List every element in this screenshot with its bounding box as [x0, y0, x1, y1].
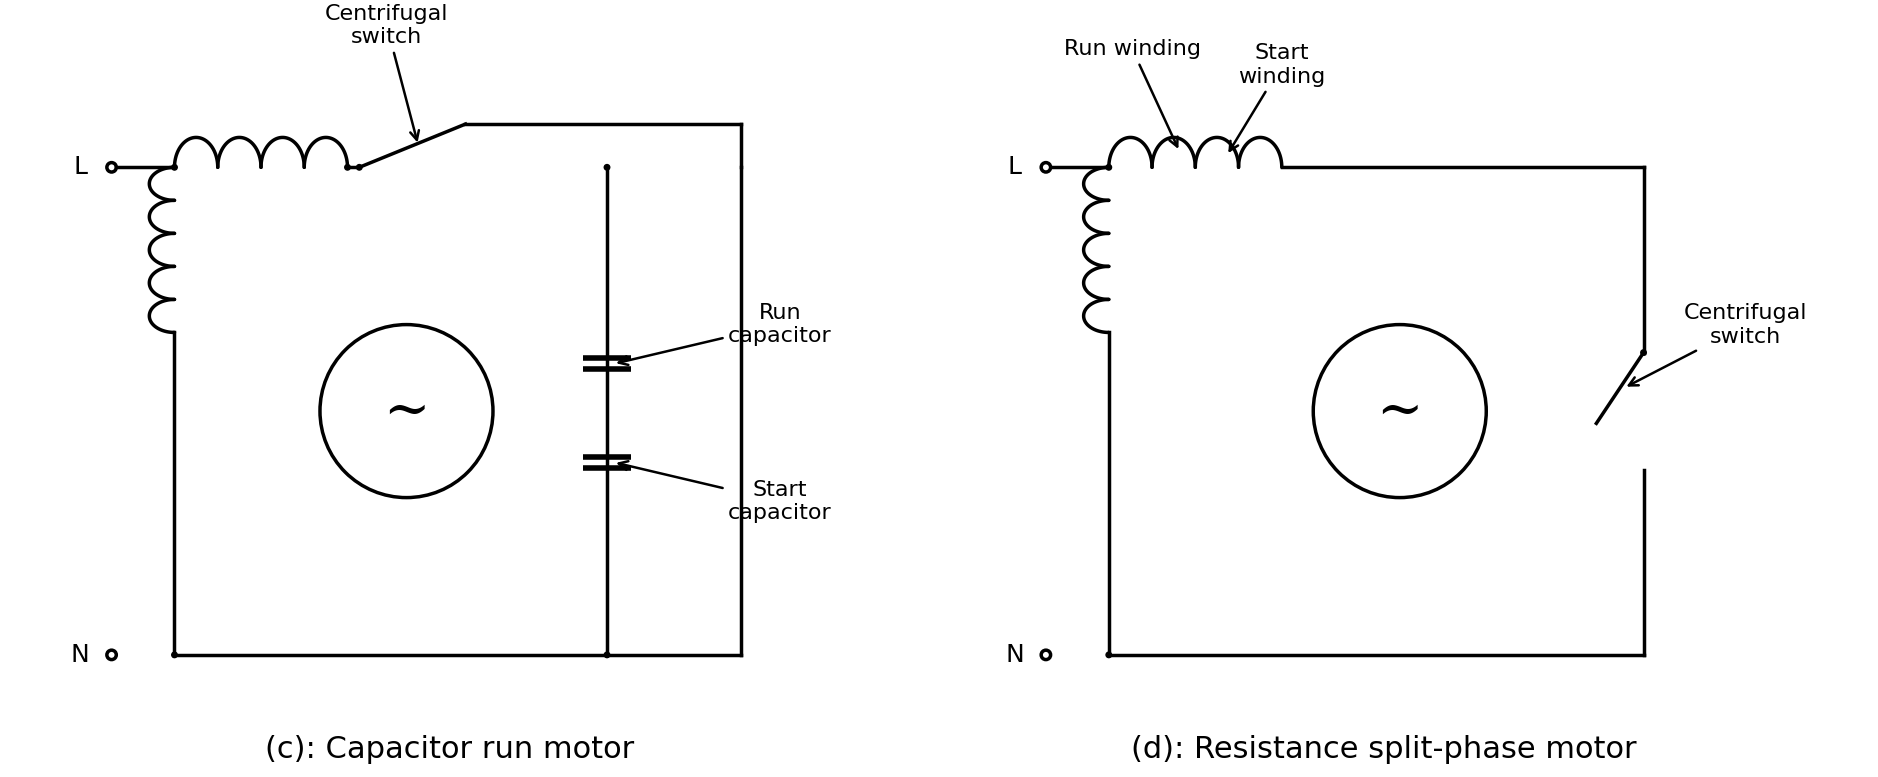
Text: Centrifugal
switch: Centrifugal switch	[1628, 304, 1807, 385]
Text: Start
capacitor: Start capacitor	[618, 462, 832, 523]
Circle shape	[605, 652, 610, 657]
Text: ~: ~	[383, 384, 430, 438]
Text: Run
capacitor: Run capacitor	[618, 303, 832, 365]
Text: ~: ~	[1377, 384, 1424, 438]
Text: Start
winding: Start winding	[1230, 44, 1326, 151]
Circle shape	[1106, 652, 1112, 657]
Text: L: L	[73, 155, 86, 179]
Text: N: N	[1005, 643, 1024, 667]
Text: Run winding: Run winding	[1065, 40, 1200, 147]
Text: (d): Resistance split-phase motor: (d): Resistance split-phase motor	[1131, 735, 1638, 764]
Text: N: N	[71, 643, 90, 667]
Circle shape	[1641, 350, 1647, 355]
Circle shape	[357, 165, 362, 170]
Text: (c): Capacitor run motor: (c): Capacitor run motor	[265, 735, 635, 764]
Text: Centrifugal
switch: Centrifugal switch	[325, 4, 449, 140]
Circle shape	[171, 652, 177, 657]
Circle shape	[171, 165, 177, 170]
Circle shape	[605, 165, 610, 170]
Text: L: L	[1007, 155, 1022, 179]
Circle shape	[346, 165, 351, 170]
Circle shape	[1106, 165, 1112, 170]
